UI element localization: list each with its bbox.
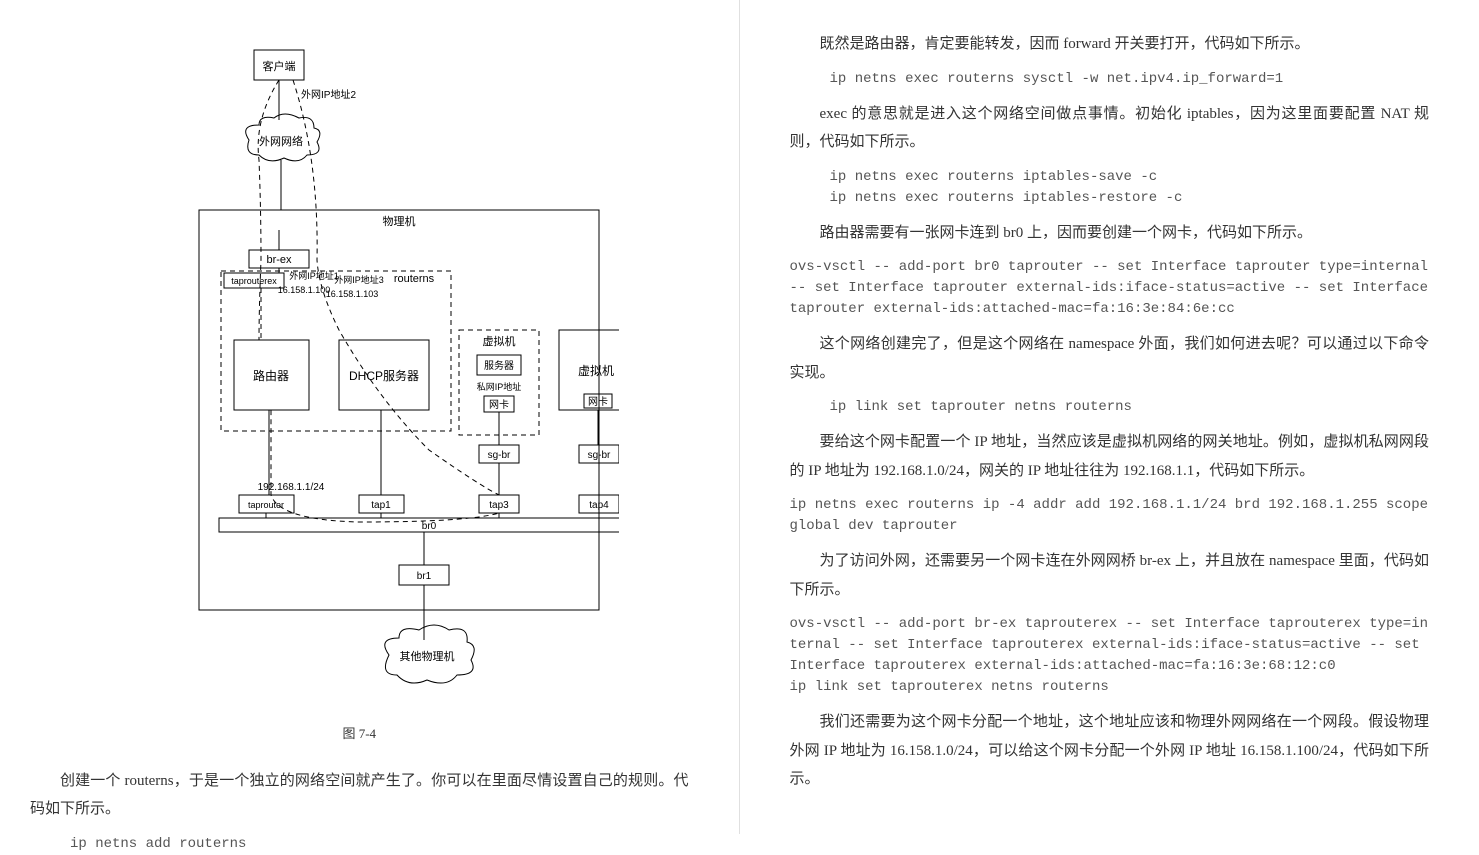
left-paragraph-1: 创建一个 routerns，于是一个独立的网络空间就产生了。你可以在里面尽情设置… <box>30 767 689 824</box>
svg-text:其他物理机: 其他物理机 <box>400 649 455 663</box>
svg-text:外网IP地址3: 外网IP地址3 <box>334 274 384 285</box>
svg-text:sg-br: sg-br <box>488 450 511 461</box>
right-p1: 既然是路由器，肯定要能转发，因而 forward 开关要打开，代码如下所示。 <box>790 30 1430 59</box>
right-code5: ip netns exec routerns ip -4 addr add 19… <box>790 495 1430 537</box>
svg-text:16.158.1.100: 16.158.1.100 <box>278 285 331 295</box>
svg-text:路由器: 路由器 <box>253 368 289 383</box>
svg-text:192.168.1.1/24: 192.168.1.1/24 <box>258 482 325 493</box>
right-p5: 要给这个网卡配置一个 IP 地址，当然应该是虚拟机网络的网关地址。例如，虚拟机私… <box>790 428 1430 485</box>
right-p3: 路由器需要有一张网卡连到 br0 上，因而要创建一个网卡，代码如下所示。 <box>790 219 1430 248</box>
right-p2: exec 的意思就是进入这个网络空间做点事情。初始化 iptables，因为这里… <box>790 100 1430 157</box>
right-p4: 这个网络创建完了，但是这个网络在 namespace 外面，我们如何进去呢？可以… <box>790 330 1430 387</box>
svg-text:私网IP地址: 私网IP地址 <box>477 381 522 392</box>
right-code4: ip link set taprouter netns routerns <box>830 397 1430 418</box>
svg-text:taprouterex: taprouterex <box>231 276 277 286</box>
right-code2: ip netns exec routerns iptables-save -c … <box>830 167 1430 209</box>
svg-text:网卡: 网卡 <box>489 398 509 411</box>
network-diagram: 客户端 外网IP地址2 外网网络 物理机 br-ex taprouterex r… <box>99 30 619 710</box>
svg-text:tap1: tap1 <box>372 500 392 511</box>
svg-text:br1: br1 <box>417 571 432 582</box>
svg-text:客户端: 客户端 <box>263 59 296 73</box>
svg-text:routerns: routerns <box>394 273 435 285</box>
left-code-1: ip netns add routerns <box>70 834 689 855</box>
right-code6: ovs-vsctl -- add-port br-ex taprouterex … <box>790 614 1430 698</box>
svg-text:外网网络: 外网网络 <box>259 134 303 148</box>
left-page: 客户端 外网IP地址2 外网网络 物理机 br-ex taprouterex r… <box>0 0 740 834</box>
svg-text:br0: br0 <box>422 521 437 532</box>
svg-text:虚拟机: 虚拟机 <box>483 334 516 348</box>
figure-caption: 图 7-4 <box>30 722 689 747</box>
svg-text:tap4: tap4 <box>590 500 610 511</box>
svg-text:网卡: 网卡 <box>588 395 608 408</box>
svg-text:DHCP服务器: DHCP服务器 <box>349 368 419 383</box>
svg-text:tap3: tap3 <box>490 500 510 511</box>
svg-text:sg-br: sg-br <box>588 450 611 461</box>
svg-text:物理机: 物理机 <box>383 214 416 228</box>
svg-text:虚拟机: 虚拟机 <box>578 364 614 378</box>
right-p6: 为了访问外网，还需要另一个网卡连在外网网桥 br-ex 上，并且放在 names… <box>790 547 1430 604</box>
svg-text:taprouter: taprouter <box>248 500 284 510</box>
svg-text:16.158.1.103: 16.158.1.103 <box>326 289 379 299</box>
svg-text:外网IP地址2: 外网IP地址2 <box>301 88 356 101</box>
svg-text:外网IP地址1: 外网IP地址1 <box>289 270 339 281</box>
svg-text:br-ex: br-ex <box>267 254 293 266</box>
right-code1: ip netns exec routerns sysctl -w net.ipv… <box>830 69 1430 90</box>
right-code3: ovs-vsctl -- add-port br0 taprouter -- s… <box>790 257 1430 320</box>
right-page: 既然是路由器，肯定要能转发，因而 forward 开关要打开，代码如下所示。 i… <box>740 0 1479 834</box>
svg-text:服务器: 服务器 <box>484 359 514 372</box>
right-p7: 我们还需要为这个网卡分配一个地址，这个地址应该和物理外网网络在一个网段。假设物理… <box>790 708 1430 794</box>
